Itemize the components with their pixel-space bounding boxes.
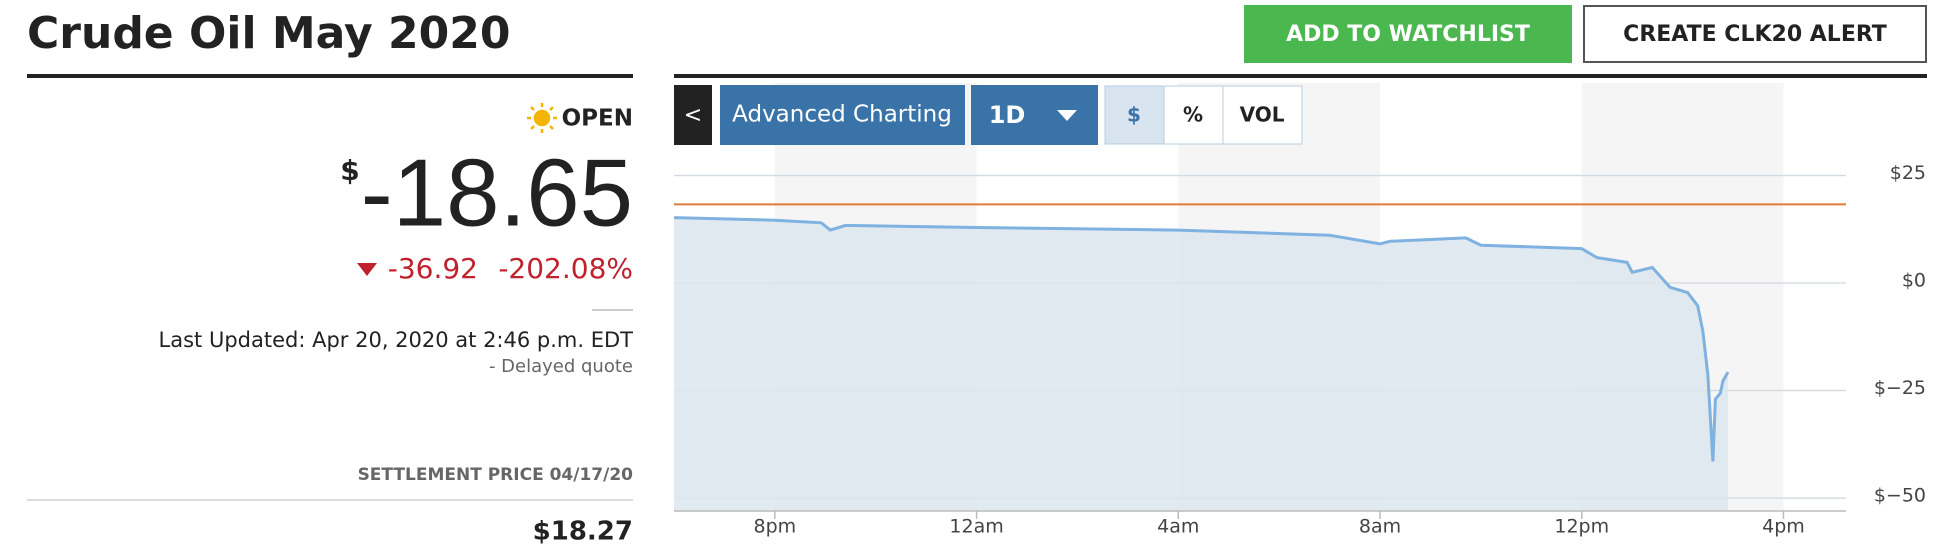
alert-label[interactable]: CREATE CLK20 ALERT [1623,22,1887,47]
y-tick-label: $−50 [1874,485,1926,507]
mode-button[interactable] [1222,85,1303,145]
change-percent: -202.08% [498,252,633,285]
price-area [674,217,1728,511]
chart-rule [674,74,1927,78]
watchlist-button[interactable]: ADD TO WATCHLIST [1244,5,1572,63]
advanced-charting-button[interactable]: Advanced Charting [720,85,965,145]
title: Crude Oil May 2020 [27,8,510,59]
x-tick-label: 4pm [1762,516,1805,538]
range-label[interactable]: 1D [989,101,1026,129]
mode-label[interactable]: $ [1127,103,1141,127]
settlement-rule [27,499,633,501]
y-tick-label: $−25 [1874,377,1926,399]
price-line [673,216,1730,462]
title-rule [27,74,633,78]
settlement-label: SETTLEMENT PRICE 04/17/20 [358,465,634,485]
x-tick-label: 8am [1359,516,1401,538]
sun-icon [527,103,557,133]
advanced-label[interactable]: Advanced Charting [732,102,952,128]
alert-button[interactable]: CREATE CLK20 ALERT [1583,5,1927,63]
x-tick-label: 8pm [754,516,797,538]
down-arrow [357,263,377,276]
range-dropdown[interactable]: 1D [971,85,1098,145]
back-label[interactable]: < [684,103,702,128]
separator [592,309,633,311]
mode-buttons: $ % VOL [1104,85,1303,145]
watchlist-label[interactable]: ADD TO WATCHLIST [1286,22,1530,47]
dropdown-arrow [1057,110,1077,121]
mode-button[interactable] [1163,85,1224,145]
x-tick-label: 12am [949,516,1003,538]
mode-label[interactable]: % [1183,103,1203,127]
x-tick-label: 12pm [1554,516,1609,538]
x-tick-label: 4am [1157,516,1199,538]
currency: $ [340,154,359,187]
y-tick-label: $0 [1902,270,1926,292]
back-button[interactable]: < [674,85,712,145]
y-tick-label: $25 [1890,162,1926,184]
last-updated: Last Updated: Apr 20, 2020 at 2:46 p.m. … [159,328,634,352]
chart: $25 $0 $−25 $−50 8pm 12am 4am 8am 12pm 4pm [673,83,1926,538]
market-status: OPEN [562,106,633,132]
change: -36.92 [388,252,478,285]
mode-label[interactable]: VOL [1240,103,1285,127]
price: -18.65 [361,139,633,246]
delayed-note: - Delayed quote [489,356,633,377]
settlement-price: $18.27 [533,517,633,547]
